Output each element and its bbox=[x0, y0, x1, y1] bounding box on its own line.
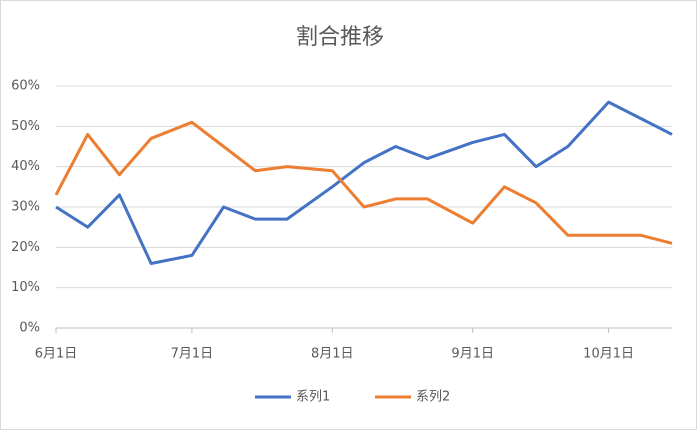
line bbox=[54, 120, 673, 245]
y-tick-label: 60% bbox=[11, 79, 40, 94]
y-tick-label: 40% bbox=[11, 159, 40, 174]
chart-title: 割合推移 bbox=[296, 25, 384, 50]
y-tick-label: 0% bbox=[19, 321, 40, 336]
y-tick-label: 10% bbox=[11, 280, 40, 295]
x-tick-label: 10月1日 bbox=[583, 347, 634, 362]
legend-label: 系列2 bbox=[416, 390, 450, 405]
y-tick-label: 50% bbox=[11, 119, 40, 134]
x-tick-label: 8月1日 bbox=[311, 347, 354, 362]
y-tick-label: 30% bbox=[11, 200, 40, 215]
x-tick-label: 6月1日 bbox=[35, 347, 78, 362]
x-tick-label: 9月1日 bbox=[451, 347, 494, 362]
x-tick-label: 7月1日 bbox=[171, 347, 214, 362]
y-tick-label: 20% bbox=[11, 240, 40, 255]
legend-label: 系列1 bbox=[296, 390, 330, 405]
line bbox=[55, 100, 673, 265]
